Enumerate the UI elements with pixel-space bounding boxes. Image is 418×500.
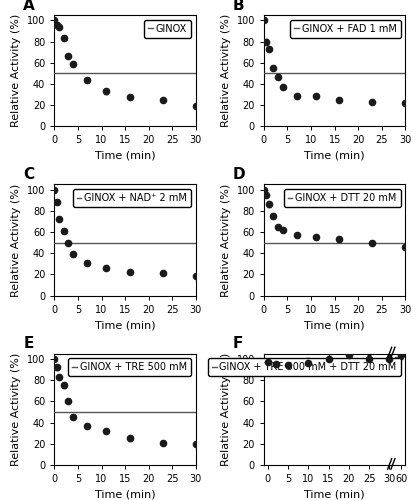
Text: F: F	[233, 336, 243, 351]
Legend: GlNOX + TRE 500 mM: GlNOX + TRE 500 mM	[69, 358, 191, 376]
Legend: GlNOX + FAD 1 mM: GlNOX + FAD 1 mM	[290, 20, 400, 38]
Y-axis label: Relative Activity (%): Relative Activity (%)	[221, 14, 231, 128]
X-axis label: Time (min): Time (min)	[304, 320, 365, 330]
Y-axis label: Relative Activity (%): Relative Activity (%)	[11, 14, 21, 128]
Text: C: C	[23, 167, 34, 182]
X-axis label: Time (min): Time (min)	[95, 320, 155, 330]
Legend: GlNOX + TRE 500 mM + DTT 20 mM: GlNOX + TRE 500 mM + DTT 20 mM	[208, 358, 400, 376]
Text: A: A	[23, 0, 35, 13]
X-axis label: Time (min): Time (min)	[95, 490, 155, 500]
Text: B: B	[233, 0, 245, 13]
X-axis label: Time (min): Time (min)	[95, 151, 155, 161]
Y-axis label: Relative Activity (%): Relative Activity (%)	[11, 352, 21, 466]
X-axis label: Time (min): Time (min)	[304, 490, 365, 500]
X-axis label: Time (min): Time (min)	[304, 151, 365, 161]
Y-axis label: Relative Activity (%): Relative Activity (%)	[11, 184, 21, 296]
Legend: GlNOX + NAD⁺ 2 mM: GlNOX + NAD⁺ 2 mM	[73, 189, 191, 207]
Y-axis label: Relative Activity (%): Relative Activity (%)	[221, 352, 231, 466]
Legend: GlNOX: GlNOX	[144, 20, 191, 38]
Legend: GlNOX + DTT 20 mM: GlNOX + DTT 20 mM	[284, 189, 400, 207]
Text: D: D	[233, 167, 245, 182]
Y-axis label: Relative Activity (%): Relative Activity (%)	[221, 184, 231, 296]
Text: E: E	[23, 336, 33, 351]
